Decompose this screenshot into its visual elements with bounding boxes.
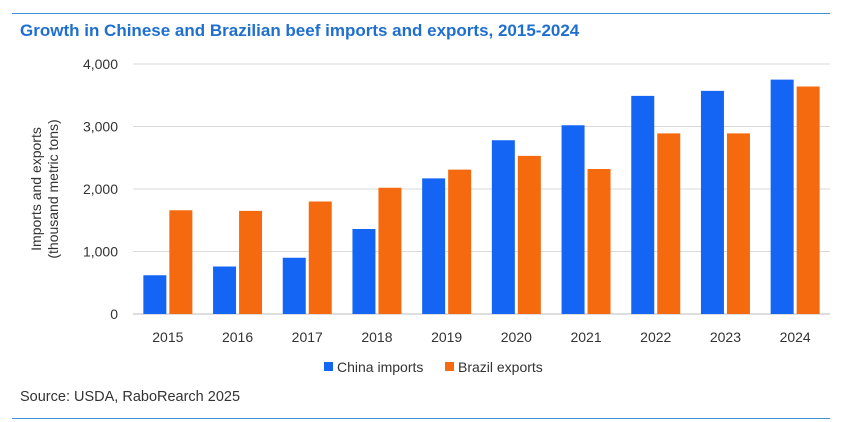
x-tick-label: 2022 — [640, 329, 671, 345]
gridlines — [133, 63, 830, 315]
bar-brazil-exports-2024 — [796, 86, 820, 314]
x-tick-label: 2020 — [501, 329, 532, 345]
bar-brazil-exports-2016 — [239, 210, 263, 314]
x-tick-label: 2018 — [361, 329, 392, 345]
bar-china-imports-2020 — [491, 140, 515, 314]
y-axis-label: Imports and exports (thousand metric ton… — [28, 119, 61, 258]
y-axis-ticks: 0 1,000 2,000 3,000 4,000 — [83, 56, 118, 322]
y-tick-label: 4,000 — [83, 56, 118, 72]
bar-china-imports-2015 — [143, 275, 167, 314]
bar-china-imports-2021 — [561, 125, 585, 314]
y-axis-label-line-1: Imports and exports — [28, 127, 44, 251]
bar-china-imports-2022 — [631, 95, 655, 314]
bar-brazil-exports-2021 — [587, 169, 611, 314]
x-axis-ticks: 2015 2016 2017 2018 2019 2020 2021 2022 2023 2024 — [152, 329, 811, 345]
x-tick-label: 2021 — [570, 329, 601, 345]
legend-label: Brazil exports — [458, 359, 543, 375]
top-rule — [12, 13, 830, 14]
y-tick-label: 1,000 — [83, 244, 118, 260]
x-tick-label: 2015 — [152, 329, 183, 345]
bar-brazil-exports-2023 — [726, 133, 750, 314]
bar-china-imports-2019 — [422, 178, 446, 314]
legend-swatch — [324, 362, 333, 371]
x-tick-label: 2016 — [222, 329, 253, 345]
bar-brazil-exports-2015 — [169, 210, 193, 314]
bar-china-imports-2023 — [700, 90, 724, 314]
source-note: Source: USDA, RaboRearch 2025 — [20, 389, 241, 405]
bottom-rule — [12, 418, 830, 419]
x-tick-label: 2024 — [780, 329, 811, 345]
bar-brazil-exports-2022 — [657, 133, 681, 314]
bar-china-imports-2018 — [352, 229, 376, 314]
chart-title: Growth in Chinese and Brazilian beef imp… — [20, 21, 580, 40]
bar-brazil-exports-2020 — [517, 155, 541, 314]
y-tick-label: 3,000 — [83, 119, 118, 135]
legend-label: China imports — [337, 359, 423, 375]
y-tick-label: 2,000 — [83, 181, 118, 197]
bar-brazil-exports-2018 — [378, 187, 402, 314]
y-axis-label-line-2: (thousand metric tons) — [45, 119, 61, 258]
bar-china-imports-2024 — [770, 79, 794, 314]
bar-brazil-exports-2019 — [448, 169, 472, 314]
legend: China imports Brazil exports — [324, 359, 543, 375]
bar-china-imports-2017 — [282, 257, 306, 314]
legend-swatch — [445, 362, 454, 371]
bars — [143, 79, 820, 314]
y-tick-label: 0 — [110, 306, 118, 322]
bar-brazil-exports-2017 — [308, 201, 332, 314]
bar-china-imports-2016 — [213, 266, 237, 314]
x-tick-label: 2017 — [292, 329, 323, 345]
x-tick-label: 2023 — [710, 329, 741, 345]
x-tick-label: 2019 — [431, 329, 462, 345]
